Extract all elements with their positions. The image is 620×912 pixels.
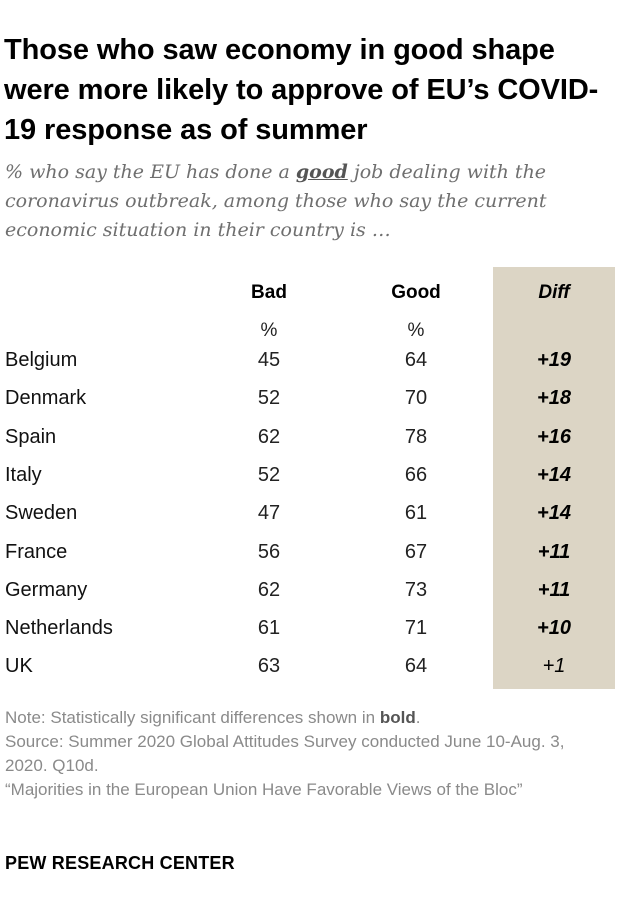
note-suffix: .	[415, 708, 421, 727]
subtitle-prefix: % who say the EU has done a	[5, 161, 296, 183]
chart-subtitle: % who say the EU has done a good job dea…	[5, 158, 615, 245]
table-row: Sweden 47 61 +14	[0, 502, 620, 540]
diff-value: +11	[537, 540, 571, 563]
country-label: UK	[5, 655, 33, 678]
table-row: Netherlands 61 71 +10	[0, 617, 620, 655]
table-row: France 56 67 +11	[0, 541, 620, 579]
good-value: 71	[404, 617, 428, 640]
table-row: Denmark 52 70 +18	[0, 387, 620, 425]
country-label: Netherlands	[5, 617, 113, 640]
country-label: Germany	[5, 578, 88, 601]
good-value: 73	[404, 578, 428, 601]
note-bold: bold	[379, 708, 416, 727]
bad-value: 52	[257, 463, 281, 486]
table-row: Germany 62 73 +11	[0, 579, 620, 617]
good-value: 67	[404, 540, 428, 563]
table-row: UK 63 64 +1	[0, 655, 620, 693]
bad-value: 62	[257, 578, 281, 601]
unit-label-good: %	[407, 320, 425, 341]
brand-logo-text: PEW RESEARCH CENTER	[5, 853, 235, 873]
table-row: Spain 62 78 +16	[0, 426, 620, 464]
column-header-bad: Bad	[251, 282, 287, 303]
country-label: Spain	[5, 425, 57, 448]
good-value: 70	[404, 387, 428, 410]
table-row: Belgium 45 64 +19	[0, 349, 620, 387]
country-label: Belgium	[5, 349, 78, 371]
country-label: Sweden	[5, 502, 78, 525]
diff-value: +10	[537, 617, 571, 640]
unit-label-bad: %	[260, 320, 278, 341]
source-note: Source: Summer 2020 Global Attitudes Sur…	[5, 732, 565, 775]
subtitle-emphasis: good	[295, 161, 348, 183]
country-label: France	[5, 540, 68, 563]
bad-value: 52	[257, 387, 281, 410]
diff-column-background	[493, 267, 615, 689]
chart-footer: Note: Statistically significant differen…	[5, 706, 610, 802]
country-label: Denmark	[5, 387, 87, 410]
bad-value: 62	[257, 425, 281, 448]
subtitle-suffix: job dealing with the coronavirus outbrea…	[5, 161, 547, 241]
diff-value: +18	[537, 387, 571, 410]
good-value: 64	[404, 349, 428, 371]
bad-value: 61	[257, 617, 281, 640]
diff-value: +14	[537, 463, 571, 486]
diff-value: +16	[537, 425, 571, 448]
country-label: Italy	[5, 463, 42, 486]
bad-value: 45	[257, 349, 281, 371]
note-prefix: Note: Statistically significant differen…	[5, 708, 380, 727]
table-row: Italy 52 66 +14	[0, 464, 620, 502]
diff-value: +11	[537, 578, 571, 601]
bad-value: 47	[257, 502, 281, 525]
bad-value: 56	[257, 540, 281, 563]
column-header-diff: Diff	[538, 282, 570, 303]
bad-value: 63	[257, 655, 281, 678]
good-value: 64	[404, 655, 428, 678]
diff-value: +1	[542, 655, 566, 678]
diff-value: +14	[537, 502, 571, 525]
chart-title: Those who saw economy in good shape were…	[4, 34, 599, 146]
report-title: “Majorities in the European Union Have F…	[5, 780, 523, 799]
good-value: 66	[404, 463, 428, 486]
good-value: 78	[404, 425, 428, 448]
footnote: Note: Statistically significant differen…	[5, 706, 610, 730]
diff-value: +19	[537, 349, 571, 371]
column-header-good: Good	[391, 282, 441, 303]
good-value: 61	[404, 502, 428, 525]
